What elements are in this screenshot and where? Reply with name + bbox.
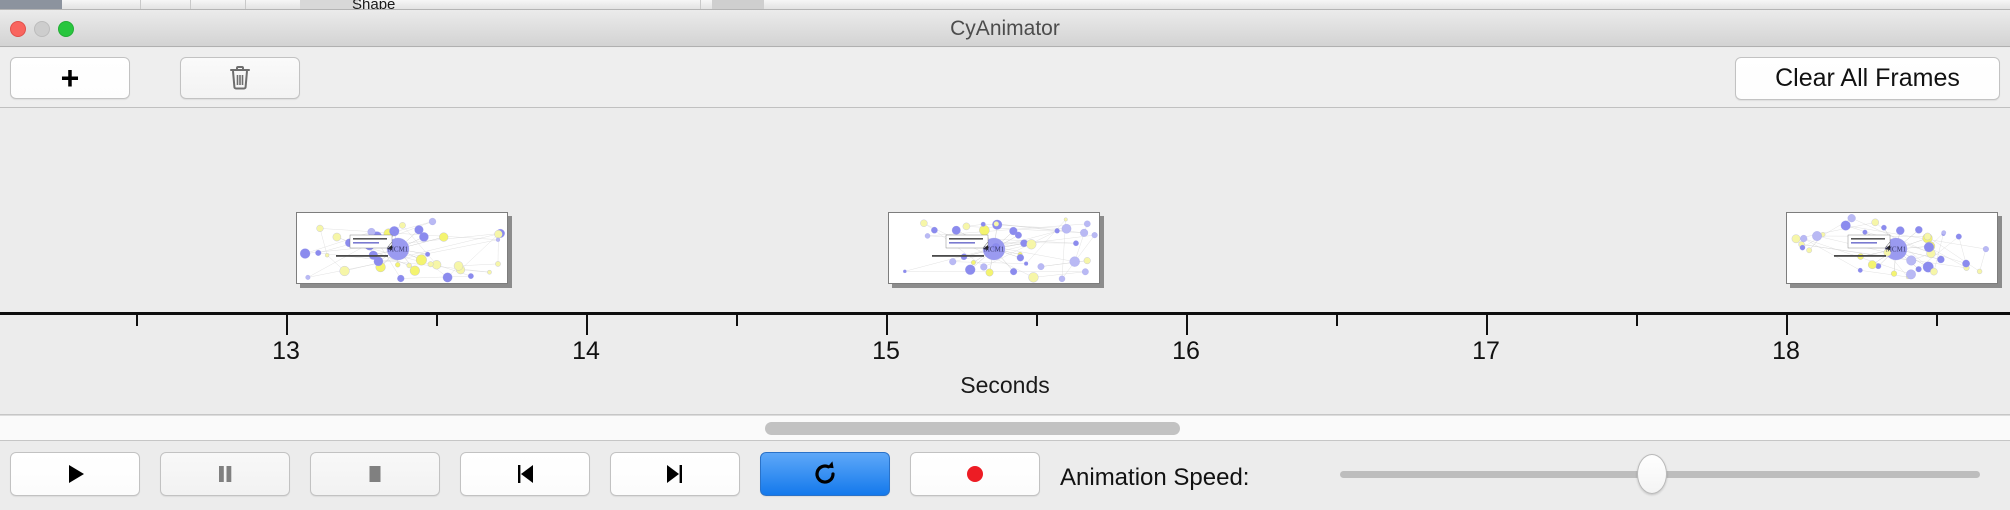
play-button[interactable] (10, 452, 140, 496)
window-controls (10, 21, 74, 37)
play-icon (58, 459, 92, 489)
bg-divider (140, 0, 141, 9)
bg-divider (245, 0, 246, 9)
timeline-scrollbar[interactable] (0, 415, 2010, 441)
axis-tick-label: 14 (572, 337, 600, 365)
bg-divider (700, 0, 701, 9)
loop-icon (808, 459, 842, 489)
record-icon (958, 459, 992, 489)
axis-tick-minor (136, 315, 138, 326)
axis-tick-minor (1336, 315, 1338, 326)
animation-speed-slider-thumb[interactable] (1637, 454, 1667, 494)
bg-block (712, 0, 764, 9)
stop-button (310, 452, 440, 496)
axis-tick-label: 15 (872, 337, 900, 365)
axis-tick-major (1786, 315, 1788, 335)
timeline-scrollbar-thumb[interactable] (765, 422, 1180, 435)
svg-text:MCM1: MCM1 (388, 245, 409, 253)
background-window-strip: Shape (0, 0, 2010, 10)
toolbar: + Clear All Frames (0, 48, 2010, 108)
skip-end-button[interactable] (610, 452, 740, 496)
svg-text:MCM1: MCM1 (984, 245, 1005, 253)
svg-text:MCM1: MCM1 (1886, 245, 1907, 253)
axis-tick-major (1486, 315, 1488, 335)
axis-tick-major (286, 315, 288, 335)
stop-icon (358, 459, 392, 489)
axis-tick-major (586, 315, 588, 335)
timeline-frame-thumbnail[interactable]: MCM1 (296, 212, 508, 284)
axis-tick-minor (1636, 315, 1638, 326)
minimize-button[interactable] (34, 21, 50, 37)
axis-tick-minor (1936, 315, 1938, 326)
bg-divider (190, 0, 191, 9)
loop-button[interactable] (760, 452, 890, 496)
timeline-frame-thumbnail[interactable]: MCM1 (1786, 212, 1998, 284)
axis-tick-label: 17 (1472, 337, 1500, 365)
axis-tick-label: 18 (1772, 337, 1800, 365)
record-button[interactable] (910, 452, 1040, 496)
animation-speed-label: Animation Speed: (1060, 464, 1250, 491)
axis-tick-major (886, 315, 888, 335)
timeline-frame-thumbnail[interactable]: MCM1 (888, 212, 1100, 284)
pause-icon (208, 459, 242, 489)
plus-icon: + (60, 60, 80, 96)
clear-all-frames-button[interactable]: Clear All Frames (1735, 57, 2000, 100)
axis-tick-minor (736, 315, 738, 326)
bg-window-fragment-label: Shape (352, 0, 396, 10)
trash-icon (228, 64, 252, 92)
axis-tick-minor (436, 315, 438, 326)
axis-title-seconds: Seconds (960, 372, 1050, 398)
frames-layer: MCM1 MCM1 MCM1 (0, 109, 2010, 312)
playback-bar: Animation Speed: (0, 442, 2010, 510)
pause-button (160, 452, 290, 496)
skip-start-button[interactable] (460, 452, 590, 496)
clear-all-frames-label: Clear All Frames (1775, 64, 1960, 92)
bg-block (300, 0, 358, 9)
delete-frame-button[interactable] (180, 57, 300, 99)
axis-tick-minor (1036, 315, 1038, 326)
timeline-axis (0, 312, 2010, 315)
axis-tick-label: 16 (1172, 337, 1200, 365)
add-frame-button[interactable]: + (10, 57, 130, 99)
maximize-button[interactable] (58, 21, 74, 37)
title-bar: CyAnimator (0, 10, 2010, 47)
skip-forward-icon (658, 459, 692, 489)
axis-tick-label: 13 (272, 337, 300, 365)
window-title: CyAnimator (950, 17, 1060, 40)
bg-block (0, 0, 62, 9)
close-button[interactable] (10, 21, 26, 37)
axis-tick-major (1186, 315, 1188, 335)
skip-backward-icon (508, 459, 542, 489)
